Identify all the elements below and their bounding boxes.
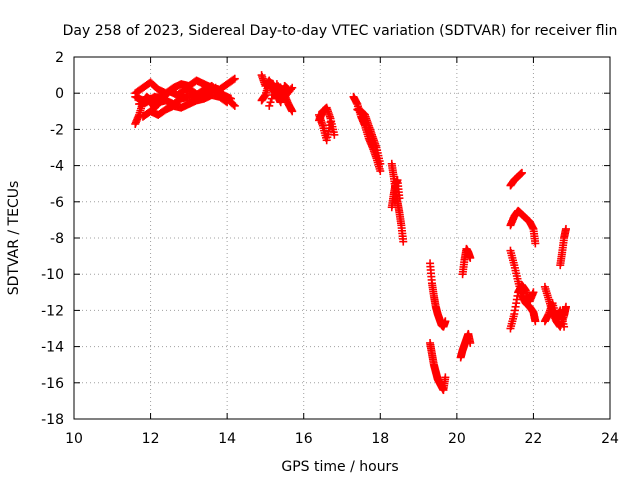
y-tick-label: -4 <box>50 159 64 175</box>
data-point <box>230 101 239 110</box>
y-tick-label: -2 <box>50 122 64 138</box>
data-point <box>376 167 385 176</box>
data-point <box>229 75 238 84</box>
y-tick-label: -10 <box>41 267 64 283</box>
data-point <box>286 85 295 94</box>
y-tick-label: -14 <box>41 340 64 356</box>
x-tick-label: 10 <box>65 431 83 447</box>
data-point <box>267 94 276 103</box>
data-point <box>561 302 570 311</box>
y-tick-label: -8 <box>50 231 64 247</box>
y-tick-label: -16 <box>41 376 64 392</box>
plot-frame <box>73 56 611 420</box>
y-axis-label: SDTVAR / TECUs <box>6 181 22 296</box>
data-point <box>531 317 540 326</box>
x-tick-label: 12 <box>142 431 160 447</box>
data-point <box>270 87 279 96</box>
y-tick-label: -12 <box>41 303 64 319</box>
data-point <box>376 159 385 168</box>
data-point <box>266 98 275 107</box>
data-point <box>288 107 297 116</box>
grid-lines <box>74 57 610 419</box>
data-point <box>441 373 450 382</box>
x-tick-label: 20 <box>448 431 466 447</box>
data-point <box>441 317 450 326</box>
data-point <box>466 338 475 347</box>
x-axis-label: GPS time / hours <box>281 459 398 475</box>
data-point <box>226 94 235 103</box>
x-tick-label: 18 <box>371 431 389 447</box>
data-point <box>288 83 297 92</box>
data-point <box>517 168 526 177</box>
data-point <box>229 100 238 109</box>
y-tick-label: 2 <box>55 50 64 66</box>
data-point <box>395 194 404 203</box>
x-tick-label: 24 <box>601 431 619 447</box>
chart-title: Day 258 of 2023, Sidereal Day-to-day VTE… <box>63 23 618 39</box>
data-point <box>399 237 408 246</box>
data-point <box>529 288 538 297</box>
data-point <box>560 322 569 331</box>
data-point <box>531 239 540 248</box>
data-points <box>131 71 570 395</box>
data-point <box>466 253 475 262</box>
data-point <box>230 74 239 83</box>
data-point <box>326 118 335 127</box>
data-point <box>269 91 278 100</box>
data-point <box>561 224 570 233</box>
y-tick-label: -18 <box>41 412 64 428</box>
x-tick-label: 16 <box>295 431 313 447</box>
x-tick-label: 14 <box>218 431 236 447</box>
x-tick-label: 22 <box>525 431 543 447</box>
axis-ticks: 10 12 14 16 18 20 22 24 -18 -16 -14 -12 -10 -8 -6 -4 -2 0… <box>41 50 619 447</box>
data-point <box>265 101 274 110</box>
y-tick-label: -6 <box>50 195 64 211</box>
y-tick-label: 0 <box>55 86 64 102</box>
